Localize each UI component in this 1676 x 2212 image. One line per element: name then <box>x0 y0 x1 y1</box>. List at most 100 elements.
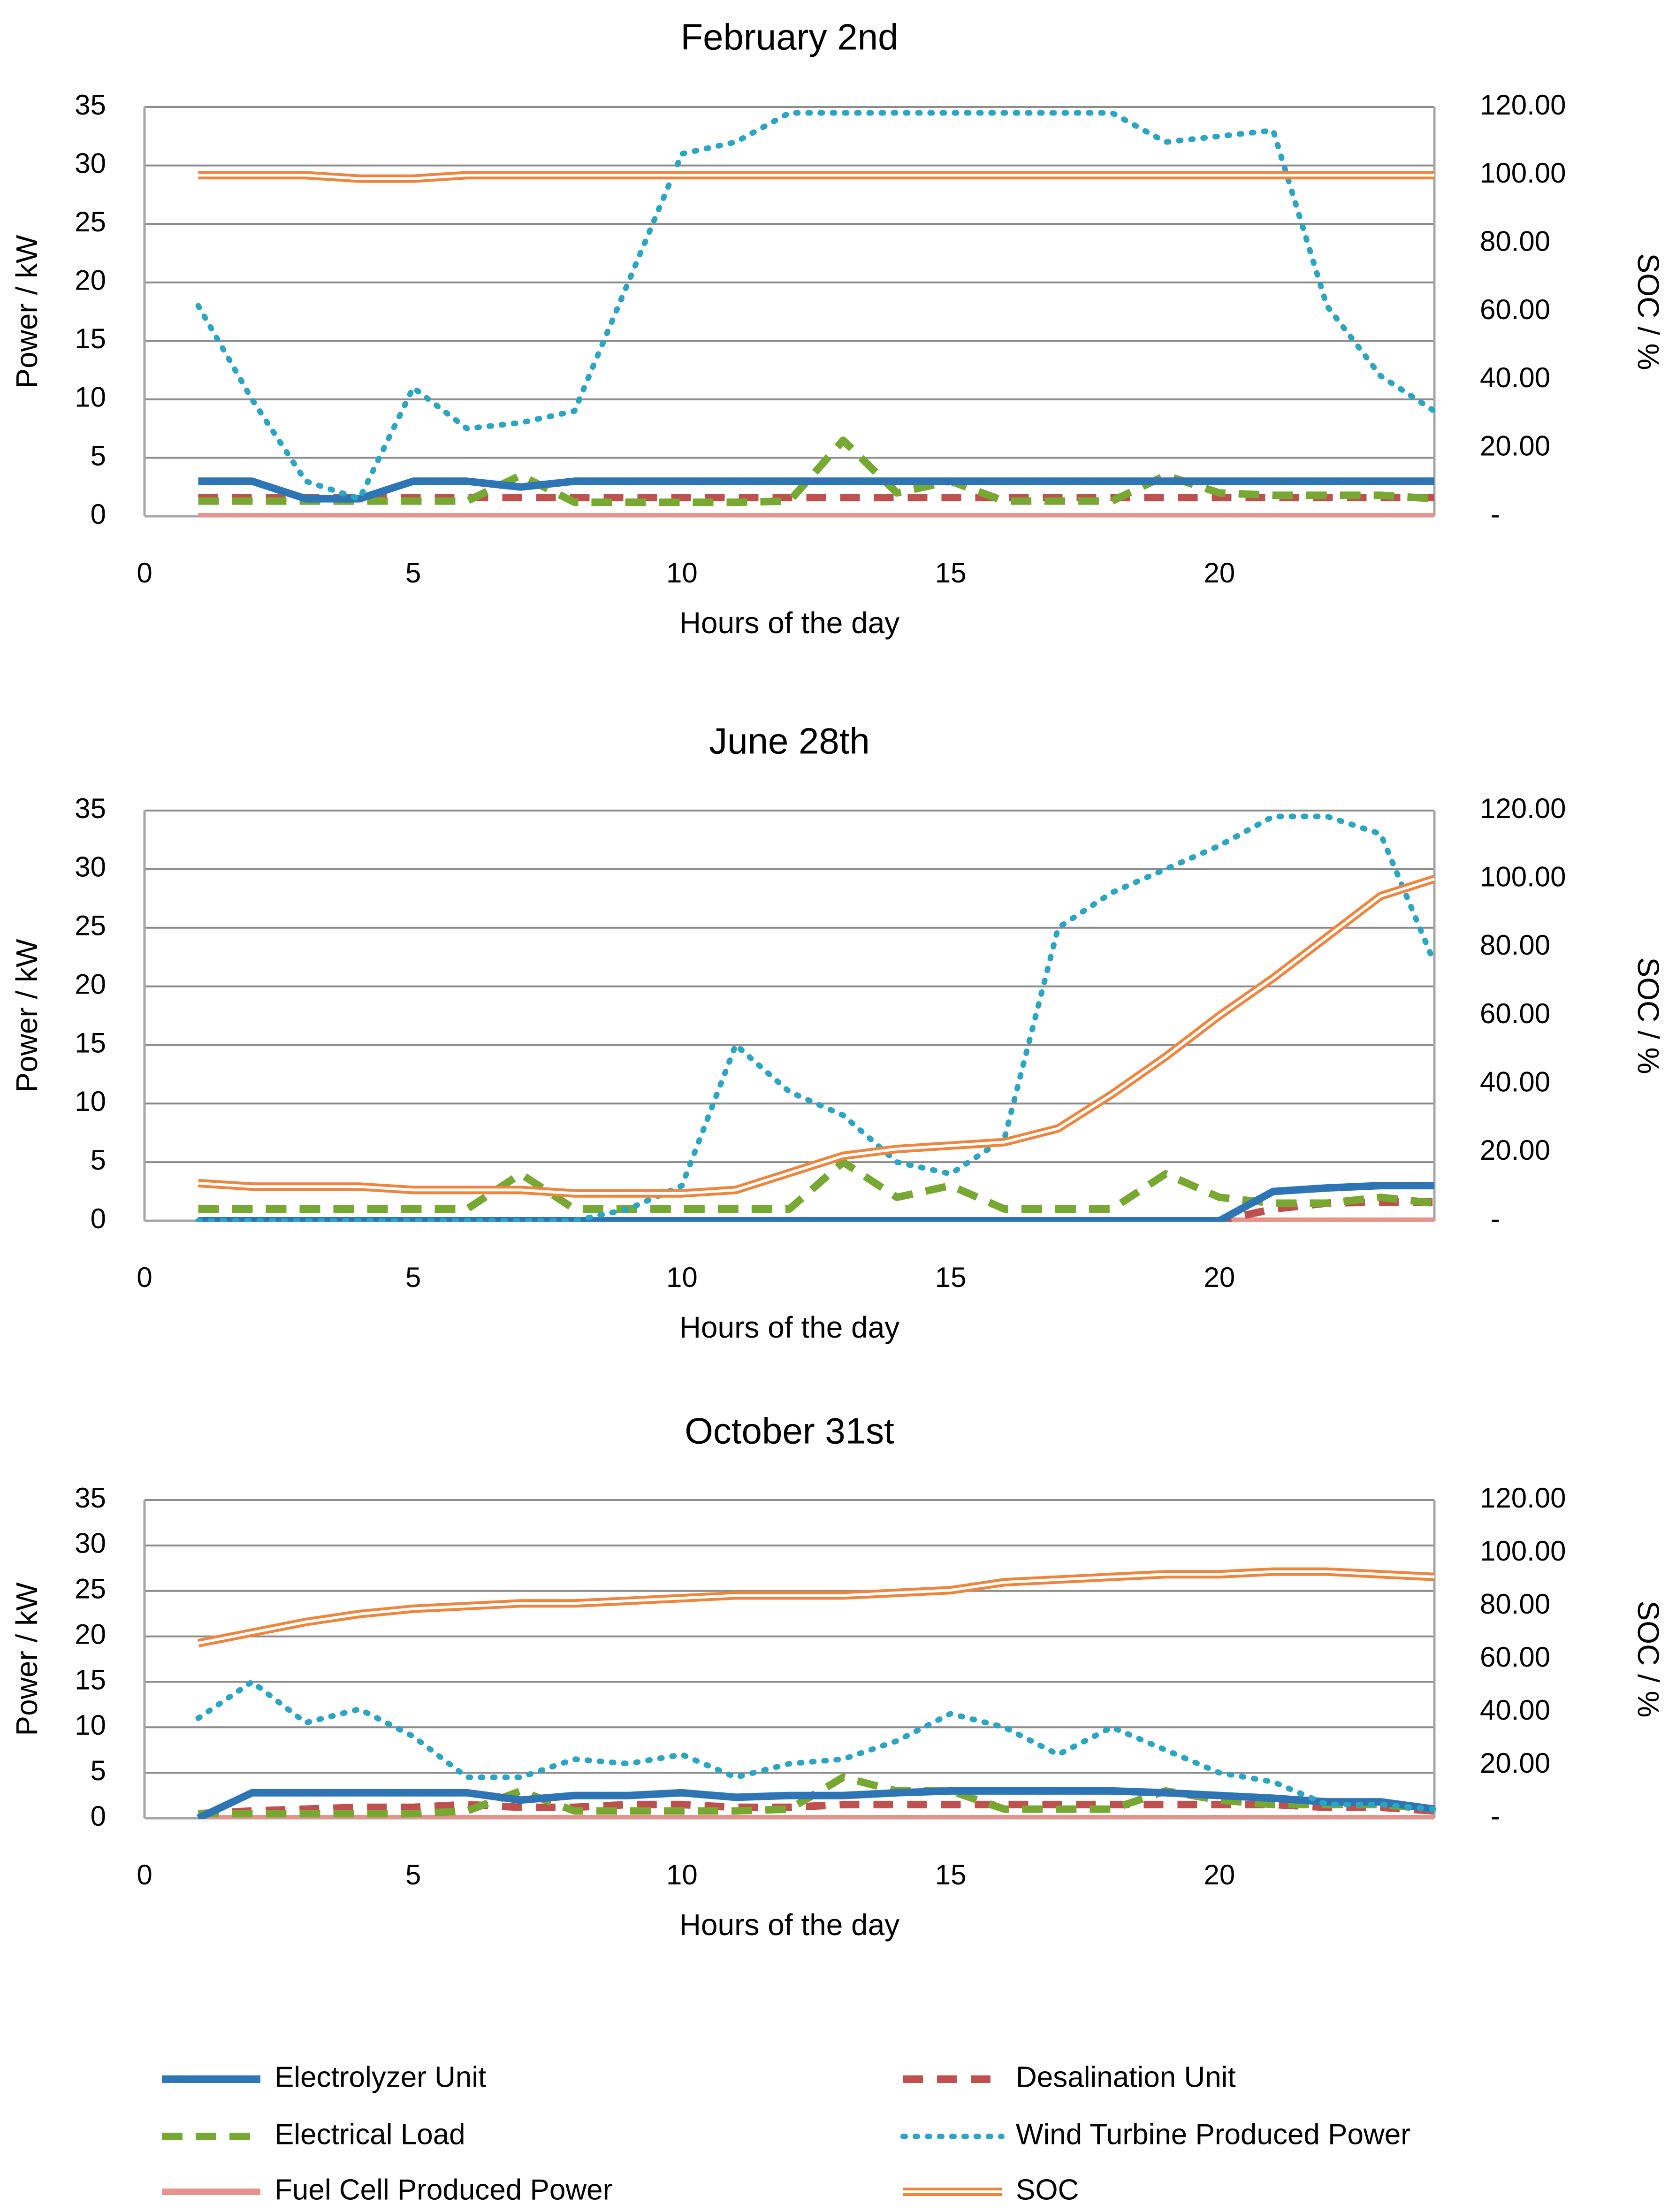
series-wind-turbine-produced-power <box>195 1679 1437 1812</box>
x-tick-label: 10 <box>666 1859 698 1891</box>
y-axis-title: Power / kW <box>10 235 44 389</box>
series-soc-inner <box>198 1570 1435 1645</box>
y2-tick-label: - <box>1491 1203 1500 1234</box>
y-axis-title: Power / kW <box>10 939 44 1093</box>
series-wind-turbine-produced-power <box>195 813 1437 1222</box>
y-tick-label: 20 <box>75 1618 106 1650</box>
x-tick-label: 10 <box>666 557 698 589</box>
y-tick-label: 30 <box>75 147 106 179</box>
series-electrolyzer-unit <box>197 1787 1435 1819</box>
series-soc <box>198 875 1436 1198</box>
y2-tick-label: 40.00 <box>1480 362 1550 393</box>
x-tick-label: 20 <box>1204 1859 1235 1891</box>
chart-title: October 31st <box>685 1410 894 1452</box>
y2-tick-label: 40.00 <box>1480 1066 1550 1098</box>
x-tick-label: 15 <box>935 1262 967 1293</box>
y-tick-label: 25 <box>75 910 106 941</box>
series-soc-inner <box>198 877 1435 1195</box>
y-tick-label: 0 <box>91 498 106 530</box>
y2-tick-label: 100.00 <box>1480 1535 1566 1567</box>
y-axis-title: Power / kW <box>10 1582 44 1736</box>
y-tick-label: 25 <box>75 1573 106 1605</box>
legend-label: Electrolyzer Unit <box>274 2061 486 2093</box>
chart-october-31st: October 31st 0 5 10 15 20 25 30 35 - 20.00 40.00 60.… <box>10 1410 1665 1942</box>
y-tick-label: 20 <box>75 968 106 1000</box>
y-tick-label: 0 <box>91 1800 106 1832</box>
y2-tick-label: 20.00 <box>1480 1134 1550 1166</box>
y2-tick-label: 100.00 <box>1480 157 1566 189</box>
legend-label: Electrical Load <box>274 2118 465 2151</box>
y-tick-label: 25 <box>75 206 106 237</box>
legend-item-fuel-cell-produced-power: Fuel Cell Produced Power <box>162 2174 612 2206</box>
y-tick-label: 35 <box>75 1482 106 1514</box>
x-tick-label: 5 <box>405 1262 421 1293</box>
y-tick-label: 5 <box>91 1755 106 1786</box>
legend-label: Fuel Cell Produced Power <box>274 2174 612 2206</box>
y2-tick-label: 120.00 <box>1480 793 1566 824</box>
y2-axis-title: SOC / % <box>1631 957 1665 1074</box>
x-tick-label: 5 <box>405 557 421 589</box>
y2-tick-label: 40.00 <box>1480 1694 1550 1726</box>
x-tick-label: 0 <box>137 1262 152 1293</box>
series-electrolyzer-unit <box>198 477 1434 503</box>
chart-title: June 28th <box>709 720 870 762</box>
y-tick-label: 35 <box>75 89 106 121</box>
legend: Electrolyzer Unit Desalination Unit Electr… <box>162 2061 1410 2206</box>
y-tick-label: 30 <box>75 851 106 883</box>
legend-label: SOC <box>1016 2174 1079 2206</box>
y2-tick-label: - <box>1491 1800 1500 1832</box>
series-electrical-load <box>198 1158 1435 1213</box>
y2-tick-label: - <box>1491 498 1500 530</box>
y-tick-label: 15 <box>75 1027 106 1058</box>
y2-tick-label: 120.00 <box>1480 1482 1566 1514</box>
x-axis-title: Hours of the day <box>679 1908 900 1942</box>
y2-axis-title: SOC / % <box>1631 253 1665 370</box>
y2-tick-label: 120.00 <box>1480 89 1566 121</box>
chart-june-28th: June 28th 0 5 10 15 20 25 30 35 - 20.00 40.00 60.00 8… <box>10 720 1665 1344</box>
y2-tick-label: 80.00 <box>1480 929 1550 961</box>
x-tick-label: 10 <box>666 1262 698 1293</box>
y-tick-label: 15 <box>75 323 106 354</box>
chart-title: February 2nd <box>681 16 899 58</box>
y2-tick-label: 80.00 <box>1480 1588 1550 1620</box>
series-electrical-load <box>198 436 1435 506</box>
legend-item-electrical-load: Electrical Load <box>162 2118 465 2151</box>
y2-tick-label: 60.00 <box>1480 1641 1550 1673</box>
plot-area <box>195 1567 1437 1819</box>
y-tick-label: 10 <box>75 382 106 413</box>
legend-label: Desalination Unit <box>1016 2061 1236 2093</box>
y2-tick-label: 20.00 <box>1480 430 1550 462</box>
x-axis-title: Hours of the day <box>679 606 900 640</box>
x-tick-label: 20 <box>1204 557 1235 589</box>
x-tick-label: 15 <box>935 557 967 589</box>
series-electrical-load <box>198 1773 1435 1818</box>
x-tick-label: 0 <box>137 1859 152 1891</box>
y-tick-label: 0 <box>91 1203 106 1234</box>
y2-tick-label: 60.00 <box>1480 998 1550 1029</box>
y-tick-label: 5 <box>91 440 106 471</box>
chart-february-2nd: February 2nd 0 5 10 15 20 25 30 35 - 20.00 40.00 60.… <box>10 16 1665 640</box>
x-axis-title: Hours of the day <box>679 1310 900 1344</box>
plot-area <box>195 813 1437 1222</box>
y-tick-label: 30 <box>75 1528 106 1559</box>
x-tick-label: 5 <box>405 1859 421 1891</box>
legend-label: Wind Turbine Produced Power <box>1016 2118 1410 2151</box>
y2-tick-label: 60.00 <box>1480 294 1550 325</box>
plot-area <box>195 110 1437 517</box>
y-tick-label: 10 <box>75 1086 106 1117</box>
legend-item-electrolyzer-unit: Electrolyzer Unit <box>162 2061 486 2093</box>
y2-tick-label: 100.00 <box>1480 861 1566 893</box>
y2-tick-label: 80.00 <box>1480 226 1550 257</box>
legend-item-wind-turbine-produced-power: Wind Turbine Produced Power <box>900 2118 1410 2151</box>
x-tick-label: 20 <box>1204 1262 1235 1293</box>
y-tick-label: 15 <box>75 1664 106 1695</box>
series-soc <box>197 1567 1435 1647</box>
y-tick-label: 35 <box>75 793 106 824</box>
x-tick-label: 0 <box>137 557 152 589</box>
series-wind-turbine-produced-power <box>195 110 1437 502</box>
legend-item-soc: SOC <box>903 2174 1079 2206</box>
y2-axis-title: SOC / % <box>1631 1601 1665 1718</box>
y2-tick-label: 20.00 <box>1480 1747 1550 1779</box>
y-tick-label: 10 <box>75 1709 106 1741</box>
